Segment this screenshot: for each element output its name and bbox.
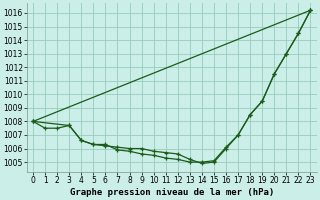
- X-axis label: Graphe pression niveau de la mer (hPa): Graphe pression niveau de la mer (hPa): [70, 188, 274, 197]
